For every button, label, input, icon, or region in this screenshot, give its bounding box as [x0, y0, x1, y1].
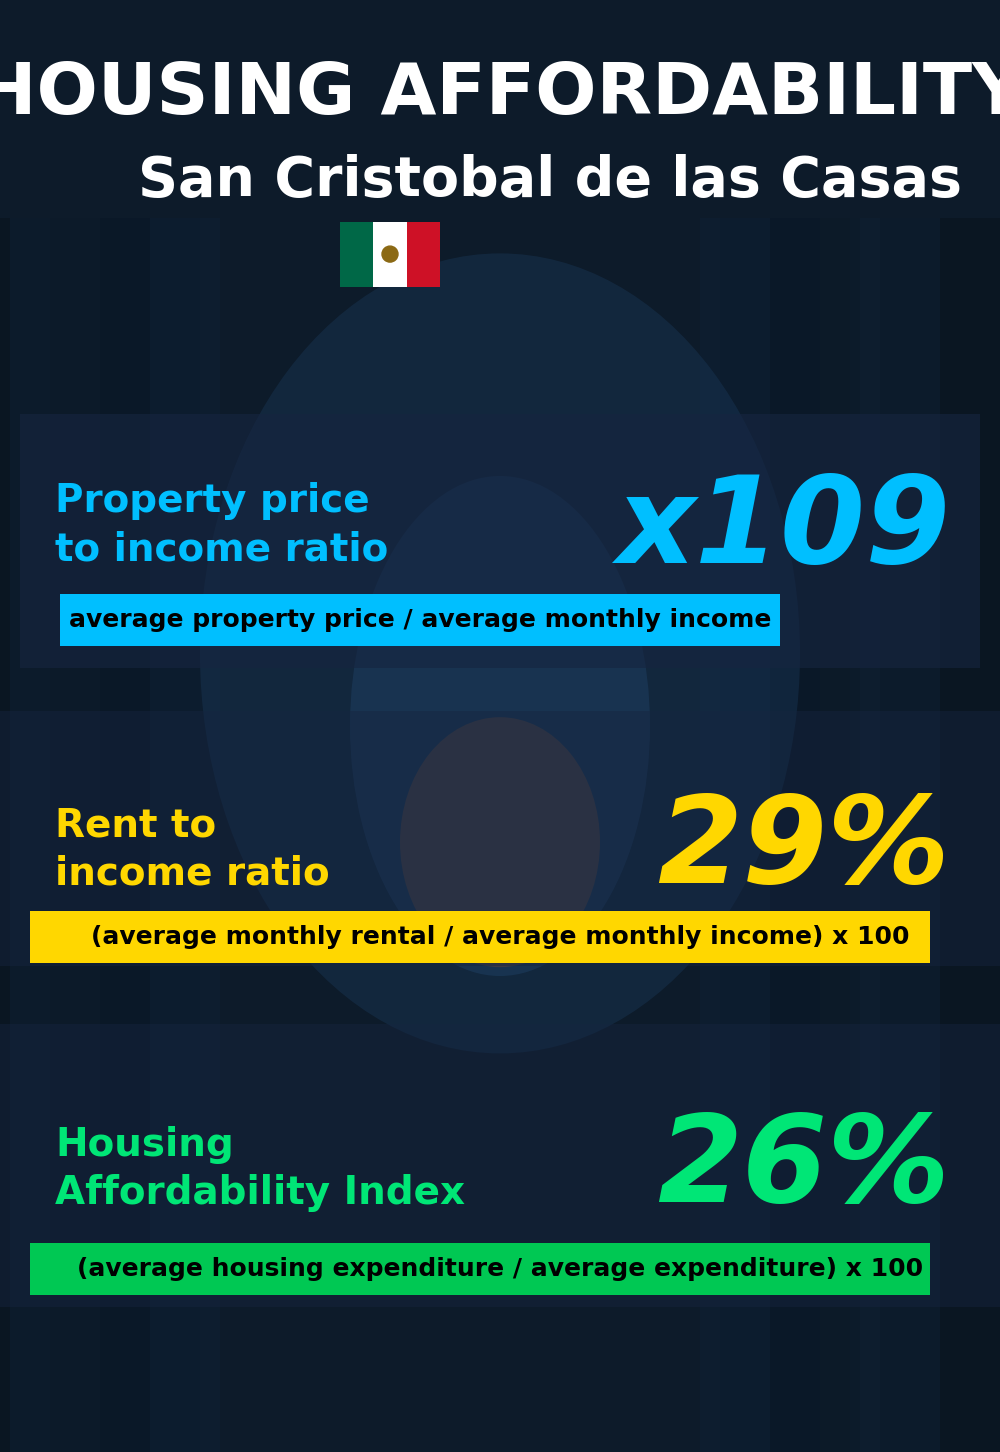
Bar: [20, 414, 980, 668]
Text: (average housing expenditure / average expenditure) x 100: (average housing expenditure / average e…: [77, 1257, 923, 1281]
Bar: [30, 1243, 930, 1295]
Bar: [10, 218, 100, 1452]
Bar: [0, 711, 1000, 966]
Text: Rent to
income ratio: Rent to income ratio: [55, 806, 330, 893]
Bar: [720, 218, 820, 1452]
Ellipse shape: [350, 476, 650, 976]
Bar: [100, 218, 200, 1452]
Bar: [850, 218, 940, 1452]
Bar: [60, 594, 780, 646]
Circle shape: [382, 245, 398, 263]
Text: Property price
to income ratio: Property price to income ratio: [55, 482, 388, 568]
Bar: [0, 1024, 1000, 1307]
Text: average property price / average monthly income: average property price / average monthly…: [69, 608, 771, 632]
Bar: [880, 218, 1000, 1452]
Bar: [700, 218, 770, 1452]
Text: San Cristobal de las Casas: San Cristobal de las Casas: [138, 154, 962, 209]
Bar: [407, 222, 440, 286]
Text: 26%: 26%: [657, 1111, 950, 1227]
Text: HOUSING AFFORDABILITY: HOUSING AFFORDABILITY: [0, 60, 1000, 129]
Bar: [373, 222, 407, 286]
Bar: [150, 218, 220, 1452]
Ellipse shape: [200, 254, 800, 1053]
Bar: [340, 222, 373, 286]
Text: x109: x109: [616, 472, 950, 588]
Text: 29%: 29%: [657, 791, 950, 908]
Text: Housing
Affordability Index: Housing Affordability Index: [55, 1125, 465, 1212]
Bar: [780, 218, 860, 1452]
Ellipse shape: [400, 717, 600, 967]
Bar: [0, 218, 120, 1452]
Bar: [30, 910, 930, 963]
Text: (average monthly rental / average monthly income) x 100: (average monthly rental / average monthl…: [91, 925, 909, 948]
Bar: [50, 218, 130, 1452]
